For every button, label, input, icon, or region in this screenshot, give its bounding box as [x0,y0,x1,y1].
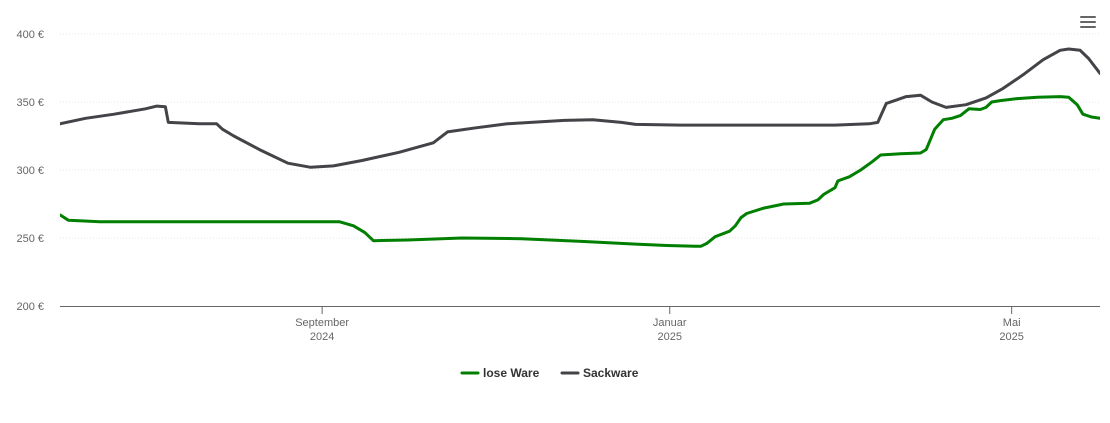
x-tick-label-month: Januar [653,317,687,329]
hamburger-menu-icon[interactable] [1076,12,1100,32]
x-tick-label-month: Mai [1003,317,1021,329]
menu-bar [1080,26,1096,28]
y-tick-label: 300 € [16,165,44,177]
legend-item-sackware[interactable]: Sackware [560,366,639,380]
series-line-sackware[interactable] [60,47,1100,169]
grid-lines [60,33,1100,239]
axes: 400 € 350 € 300 € 250 € 200 € September 2024 Ja… [16,29,1100,343]
menu-bar [1080,16,1096,18]
x-tick-label-year: 2024 [310,331,334,343]
series-lines [60,47,1100,248]
x-tick-label-year: 2025 [658,331,682,343]
y-tick-label: 400 € [16,29,44,41]
y-tick-label: 250 € [16,233,44,245]
legend[interactable]: lose Ware Sackware [460,366,639,380]
x-tick-label-year: 2025 [999,331,1023,343]
menu-bar [1080,21,1096,23]
x-tick-label-month: September [295,317,349,329]
series-line-lose-ware[interactable] [60,95,1100,248]
y-tick-label: 350 € [16,97,44,109]
legend-item-lose-ware[interactable]: lose Ware [460,366,540,380]
legend-label: Sackware [583,366,639,380]
legend-label: lose Ware [483,366,540,380]
y-tick-label: 200 € [16,301,44,313]
